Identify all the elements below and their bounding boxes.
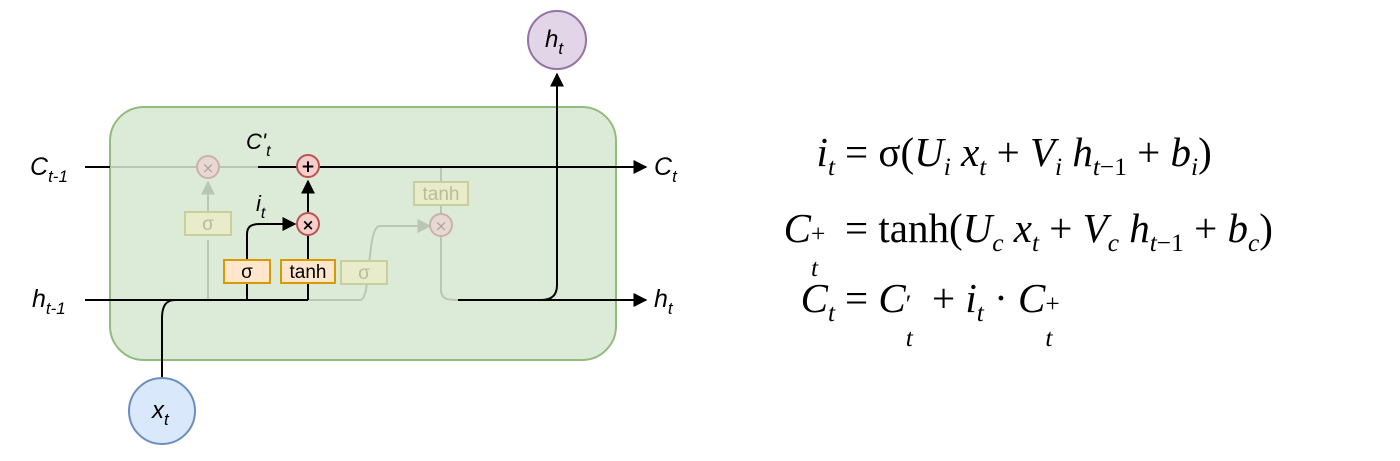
input-multiply-symbol: ×	[302, 216, 315, 234]
cell-add-symbol: +	[301, 157, 315, 177]
c-prev-label: Ct-1	[30, 153, 68, 186]
forget-multiply-op	[196, 155, 220, 179]
output-gate-sigma-label: σ	[358, 263, 370, 284]
input-multiply-op	[296, 212, 320, 236]
main-paths	[85, 72, 648, 378]
input-gate-sigma-box	[223, 259, 271, 284]
candidate-tanh-label: tanh	[290, 262, 327, 283]
input-x-node	[128, 377, 196, 445]
output-h-node-label: ht	[545, 26, 564, 58]
c-out-label: Ct	[654, 153, 678, 186]
forget-gate-sigma-box	[184, 211, 232, 236]
c-prime-label: C't	[246, 129, 271, 160]
output-tanh-box	[413, 181, 469, 206]
output-multiply-symbol: ×	[435, 217, 448, 235]
lstm-cell-box	[109, 106, 617, 361]
lstm-input-gate-diagram: σ σ tanh × × σ tanh × + xt ht Ct-1 ht-1 …	[30, 10, 678, 445]
candidate-tanh-box	[280, 259, 336, 284]
i-label: it	[256, 191, 266, 222]
cell-add-op	[296, 154, 320, 178]
output-tanh-label: tanh	[423, 184, 460, 205]
forget-multiply-symbol: ×	[202, 159, 215, 177]
input-x-label: xt	[151, 397, 170, 429]
h-out-label: ht	[654, 285, 674, 318]
forget-gate-sigma-label: σ	[202, 214, 214, 235]
h-prev-label: ht-1	[32, 285, 66, 318]
output-multiply-op	[429, 213, 453, 237]
output-h-node	[527, 10, 587, 70]
output-gate-sigma-box	[340, 260, 388, 285]
input-gate-sigma-label: σ	[241, 262, 253, 283]
